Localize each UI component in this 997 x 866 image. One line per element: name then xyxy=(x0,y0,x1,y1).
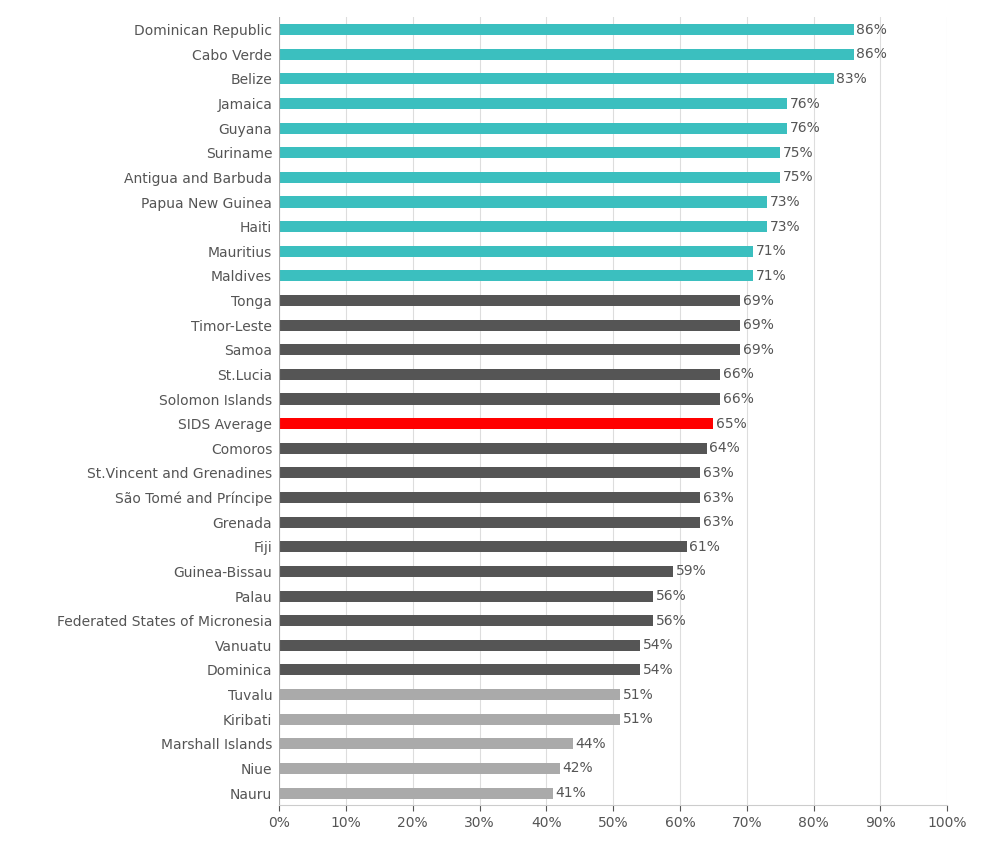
Bar xyxy=(279,640,640,651)
Bar xyxy=(279,565,673,577)
Text: 69%: 69% xyxy=(743,343,774,357)
Bar xyxy=(279,295,740,306)
Text: 66%: 66% xyxy=(723,367,754,381)
Text: 75%: 75% xyxy=(783,145,814,159)
Text: 54%: 54% xyxy=(642,663,673,677)
Text: 83%: 83% xyxy=(836,72,867,86)
Bar xyxy=(279,615,653,626)
Bar xyxy=(279,345,740,355)
Text: 42%: 42% xyxy=(562,761,593,775)
Text: 65%: 65% xyxy=(716,417,747,430)
Bar xyxy=(279,246,754,257)
Text: 76%: 76% xyxy=(790,96,821,111)
Text: 63%: 63% xyxy=(703,515,734,529)
Text: 56%: 56% xyxy=(656,614,687,628)
Bar xyxy=(279,591,653,602)
Bar xyxy=(279,689,620,700)
Bar xyxy=(279,74,833,84)
Bar xyxy=(279,739,573,749)
Text: 54%: 54% xyxy=(642,638,673,652)
Bar xyxy=(279,664,640,675)
Text: 71%: 71% xyxy=(756,269,787,283)
Text: 51%: 51% xyxy=(622,688,653,701)
Bar xyxy=(279,98,787,109)
Text: 44%: 44% xyxy=(575,737,606,751)
Bar xyxy=(279,171,780,183)
Bar xyxy=(279,147,780,158)
Text: 63%: 63% xyxy=(703,466,734,480)
Bar xyxy=(279,541,687,553)
Bar xyxy=(279,123,787,133)
Bar xyxy=(279,393,720,404)
Bar xyxy=(279,468,700,478)
Text: 59%: 59% xyxy=(676,565,707,578)
Text: 69%: 69% xyxy=(743,294,774,307)
Text: 76%: 76% xyxy=(790,121,821,135)
Bar xyxy=(279,197,767,208)
Text: 41%: 41% xyxy=(555,786,586,800)
Text: 71%: 71% xyxy=(756,244,787,258)
Bar xyxy=(279,763,559,774)
Text: 64%: 64% xyxy=(709,442,740,456)
Bar xyxy=(279,24,853,36)
Bar xyxy=(279,443,707,454)
Bar xyxy=(279,320,740,331)
Bar xyxy=(279,714,620,725)
Text: 51%: 51% xyxy=(622,712,653,727)
Bar xyxy=(279,787,553,798)
Bar xyxy=(279,221,767,232)
Bar xyxy=(279,48,853,60)
Bar xyxy=(279,270,754,281)
Bar xyxy=(279,492,700,503)
Text: 86%: 86% xyxy=(856,23,887,36)
Text: 69%: 69% xyxy=(743,318,774,333)
Bar xyxy=(279,369,720,380)
Text: 66%: 66% xyxy=(723,392,754,406)
Text: 56%: 56% xyxy=(656,589,687,603)
Bar xyxy=(279,517,700,527)
Text: 61%: 61% xyxy=(689,540,720,553)
Text: 73%: 73% xyxy=(770,220,800,234)
Text: 75%: 75% xyxy=(783,171,814,184)
Bar xyxy=(279,418,714,430)
Text: 86%: 86% xyxy=(856,48,887,61)
Text: 63%: 63% xyxy=(703,490,734,505)
Text: 73%: 73% xyxy=(770,195,800,209)
